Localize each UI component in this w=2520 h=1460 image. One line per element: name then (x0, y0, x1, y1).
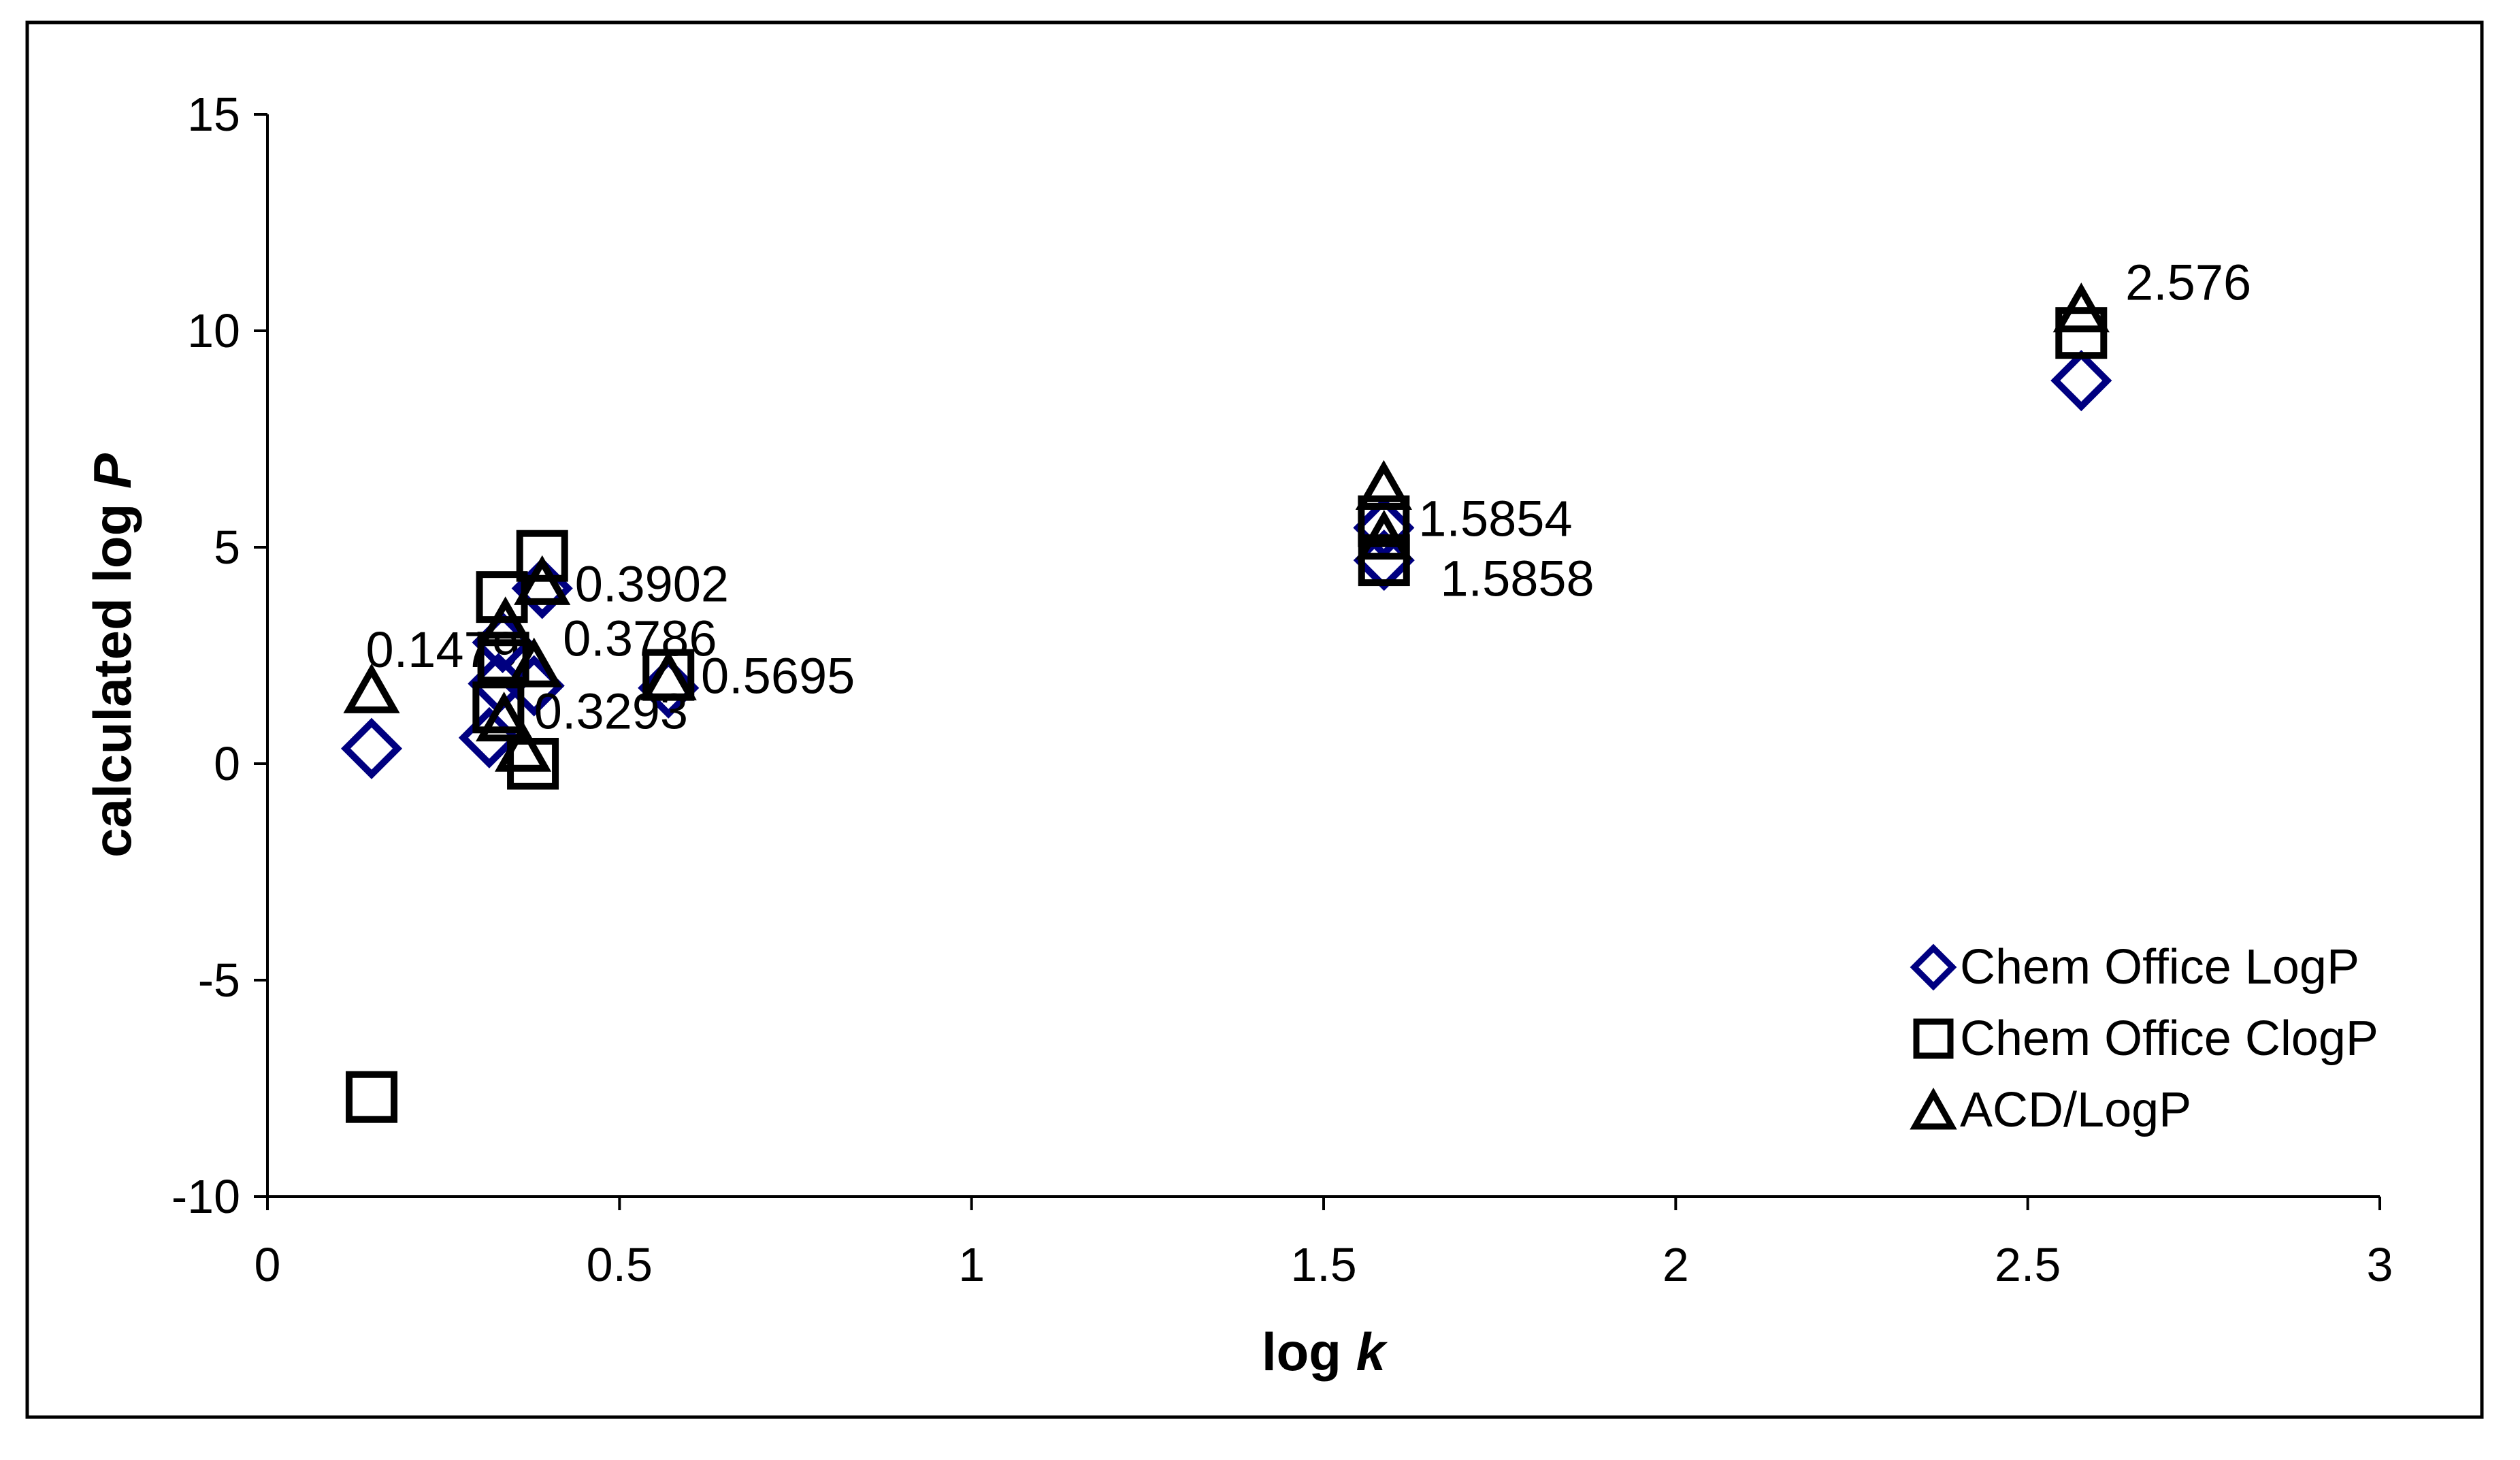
y-tick-label: -10 (171, 1170, 240, 1223)
square-marker (2055, 307, 2108, 359)
point-label: 0.5695 (701, 647, 855, 704)
y-tick-label: -5 (198, 954, 240, 1007)
x-tick-label: 0 (255, 1238, 281, 1291)
triangle-marker (514, 555, 571, 605)
point-label: 1.5858 (1440, 550, 1594, 606)
y-tick-label: 15 (187, 88, 240, 141)
square-marker (1358, 534, 1410, 587)
y-tick-label: 0 (214, 737, 240, 790)
point-label: 0.3786 (563, 611, 717, 667)
square-marker (516, 530, 568, 582)
legend-item: Chem Office ClogP (1913, 1011, 2378, 1066)
diamond-marker (638, 657, 700, 719)
triangle-marker (476, 692, 533, 742)
point-labels-below: 0.1479 (365, 621, 519, 678)
triangle-marker (1355, 459, 1412, 510)
legend-item: Chem Office LogP (1910, 940, 2359, 994)
x-tick-label: 2.5 (1995, 1238, 2061, 1291)
series-triangle (343, 282, 2110, 772)
point-label: 1.5854 (1418, 491, 1572, 547)
triangle-marker (494, 721, 552, 772)
point-label: 0.1479 (365, 621, 519, 678)
triangle-marker (477, 596, 534, 647)
triangle-marker (506, 637, 563, 687)
diamond-marker (1910, 943, 1957, 991)
square-marker (472, 681, 525, 734)
square-marker (346, 1071, 398, 1123)
y-tick-label: 5 (214, 521, 240, 574)
square-marker (1913, 1018, 1954, 1059)
y-axis-title: calculated log P (82, 453, 142, 858)
point-label: 0.3902 (575, 556, 729, 613)
figure-border (25, 20, 2484, 1419)
triangle-marker (640, 650, 697, 700)
diamond-marker (2050, 350, 2112, 412)
y-tick-label: 10 (187, 304, 240, 357)
point-label: 0.3293 (534, 683, 688, 740)
x-tick-label: 1 (958, 1238, 985, 1291)
legend-label: Chem Office LogP (1960, 940, 2359, 994)
legend-item: ACD/LogP (1910, 1083, 2191, 1137)
triangle-marker (1356, 509, 1413, 560)
triangle-marker (2052, 282, 2110, 333)
plot-markers (340, 282, 2112, 1123)
x-tick-label: 0.5 (587, 1238, 653, 1291)
legend-label: Chem Office ClogP (1960, 1011, 2378, 1066)
axes: 15 10 5 0 -5 -10 0 0.5 1 1.5 2 2.5 3 log k calculated … (82, 88, 2393, 1382)
x-tick-label: 2 (1663, 1238, 1689, 1291)
x-tick-label: 3 (2367, 1238, 2393, 1291)
x-tick-label: 1.5 (1290, 1238, 1356, 1291)
x-axis-title: log k (1262, 1322, 1388, 1382)
point-label: 2.576 (2125, 254, 2251, 310)
triangle-marker (343, 663, 400, 713)
triangle-marker (1910, 1087, 1957, 1130)
square-marker (1358, 495, 1410, 547)
diamond-marker (340, 717, 403, 779)
legend: Chem Office LogP Chem Office ClogP ACD/Log… (1910, 940, 2378, 1137)
legend-label: ACD/LogP (1960, 1083, 2191, 1137)
